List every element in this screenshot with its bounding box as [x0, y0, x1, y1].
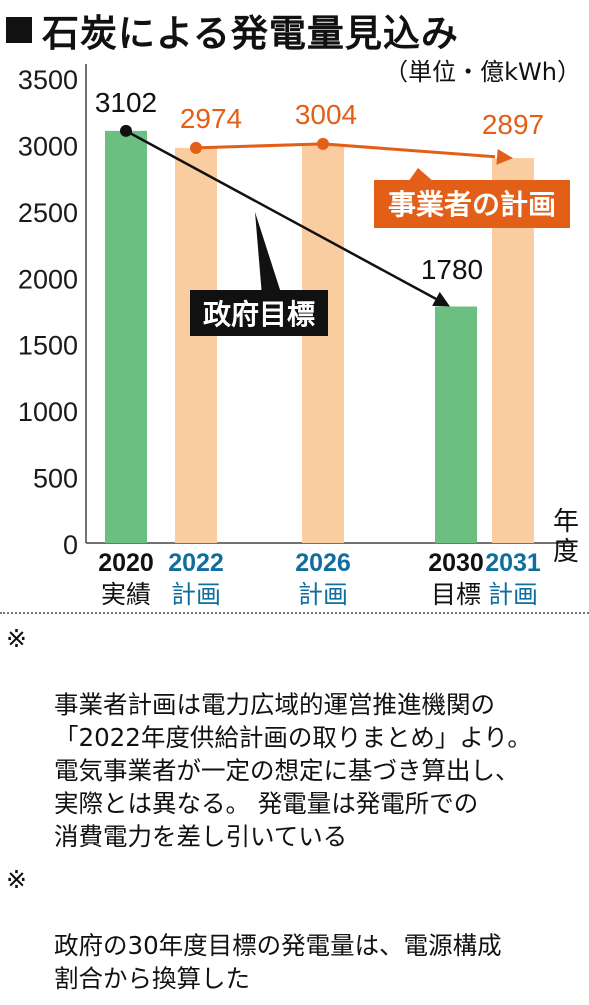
x-year-2020: 2020 [98, 549, 154, 577]
y-tick-2000: 2000 [18, 264, 78, 294]
value-label-2031: 2897 [482, 109, 544, 140]
y-tick-3000: 3000 [18, 131, 78, 161]
x-label-2020: 実績 [101, 581, 151, 609]
y-tick-500: 500 [33, 464, 78, 494]
operator-callout-box [374, 180, 570, 228]
gov-callout-pointer [255, 212, 282, 296]
gov-callout-box [190, 290, 328, 336]
footnote-1: ※ 事業者計画は電力広域的運営推進機関の 「2022年度供給計画の取りまとめ」よ… [6, 622, 583, 853]
y-tick-1500: 1500 [18, 331, 78, 361]
gov-target-arrowhead [432, 291, 450, 307]
y-tick-0: 0 [63, 530, 78, 560]
bar-2020 [105, 130, 147, 543]
operator-plan-arrowhead [496, 148, 513, 165]
coal-generation-chart: 0 500 1000 1500 2000 2500 3000 3500 2020 実績 2022 計画… [18, 64, 579, 609]
operator-plan-line [195, 142, 496, 159]
value-label-2030: 1780 [421, 254, 483, 285]
x-label-2030: 目標 [431, 581, 481, 609]
y-tick-1000: 1000 [18, 397, 78, 427]
title-text: 石炭による発電量見込み [42, 12, 459, 55]
value-label-2026: 3004 [295, 99, 357, 130]
y-tick-3500: 3500 [18, 65, 78, 95]
footnote-2: ※ 政府の30年度目標の発電量は、電源構成 割合から換算した [6, 863, 583, 995]
x-label-2026: 計画 [298, 581, 348, 609]
note-mark-1: ※ [6, 624, 27, 653]
x-axis-suffix-char-1: 度 [553, 536, 579, 566]
chart-title: 石炭による発電量見込み [6, 4, 459, 56]
note-text-2: 政府の30年度目標の発電量は、電源構成 割合から換算した [54, 931, 502, 993]
bar-2022 [175, 147, 217, 543]
bar-2030 [435, 306, 477, 543]
unit-label: （単位・億kWh） [384, 58, 581, 86]
note-mark-2: ※ [6, 865, 27, 894]
x-year-2022: 2022 [168, 549, 224, 577]
x-label-2022: 計画 [171, 581, 221, 609]
y-tick-2500: 2500 [18, 198, 78, 228]
x-label-2031: 計画 [488, 581, 538, 609]
gov-target-start-point [120, 124, 132, 137]
x-year-2030: 2030 [428, 549, 484, 577]
x-year-2031: 2031 [485, 549, 541, 577]
footnotes: ※ 事業者計画は電力広域的運営推進機関の 「2022年度供給計画の取りまとめ」よ… [0, 612, 589, 1005]
title-bullet-square [6, 17, 32, 43]
gov-callout-label: 政府目標 [203, 298, 315, 330]
operator-callout-pointer [408, 168, 434, 182]
note-text-1: 事業者計画は電力広域的運営推進機関の 「2022年度供給計画の取りまとめ」より。… [54, 690, 532, 851]
operator-plan-point-2022 [190, 141, 202, 154]
operator-plan-point-2026 [317, 137, 329, 150]
x-year-2026: 2026 [295, 549, 351, 577]
gov-target-line [125, 129, 437, 300]
bar-2026 [302, 143, 344, 543]
value-label-2022: 2974 [180, 103, 242, 134]
value-label-2020: 3102 [95, 87, 157, 118]
operator-callout-label: 事業者の計画 [388, 188, 556, 220]
x-axis-suffix-char-0: 年 [553, 506, 579, 536]
